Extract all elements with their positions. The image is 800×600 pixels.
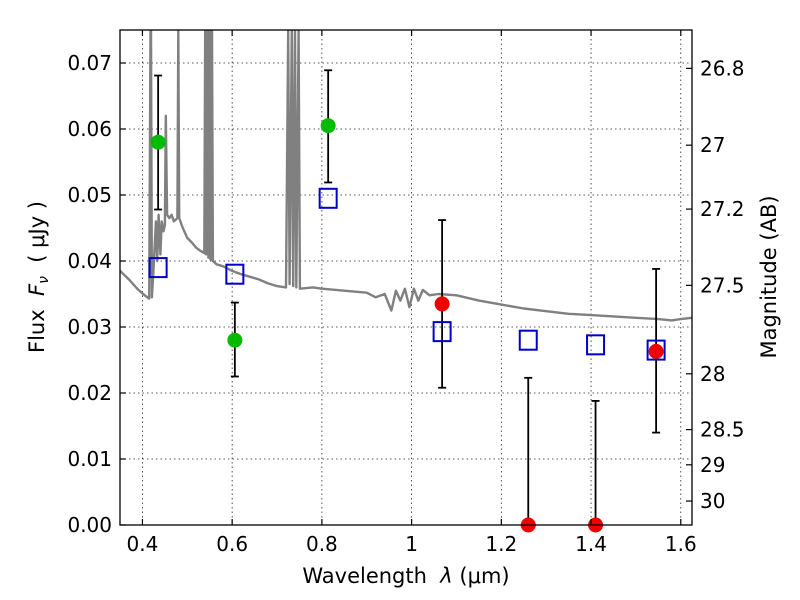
y-tick-label: 0.02 [67,381,112,405]
y-tick-label: 0.06 [67,117,112,141]
y-tick-label: 0.03 [67,315,112,339]
x-tick-label: 1 [405,532,418,556]
y2-tick-label: 28.5 [700,418,745,442]
x-axis-label: Wavelength λ (μm) [302,564,509,588]
plot-frame [119,29,693,526]
y2-axis-ticks: 26.8 27 27.2 27.5 28 28.5 29 30 [686,56,745,513]
model-flux-square [646,339,666,361]
y2-tick-label: 30 [700,489,725,513]
observed-flux-point [320,118,336,134]
y2-tick-label: 27.5 [700,273,745,297]
observed-flux-point [150,134,166,150]
y-tick-label: 0.07 [67,51,112,75]
model-flux-square [586,334,606,356]
x-tick-label: 0.6 [216,532,248,556]
y2-tick-label: 27.2 [700,197,745,221]
y-tick-label: 0.00 [67,513,112,537]
x-tick-label: 1.2 [485,532,517,556]
y-tick-label: 0.01 [67,447,112,471]
sed-model-curve-group [120,30,692,322]
observed-flux-point [227,332,243,348]
model-flux-square [148,257,168,279]
model-flux-markers-group [148,187,666,361]
y2-tick-label: 28 [700,362,725,386]
x-tick-label: 1.6 [665,532,697,556]
model-flux-square [518,329,538,351]
y-tick-label: 0.04 [67,249,112,273]
observed-flux-markers-group [150,118,664,533]
observed-flux-point [648,343,664,359]
y-tick-label: 0.05 [67,183,112,207]
sed-model-curve [120,30,692,322]
y-axis-label: Flux Fν ( μJy ) [25,201,52,353]
y2-tick-label: 26.8 [700,56,745,80]
observed-flux-point [434,296,450,312]
y2-axis-label: Magnitude (AB) [757,195,781,358]
model-flux-square [318,187,338,209]
x-tick-label: 0.8 [306,532,338,556]
model-flux-square [225,263,245,285]
grid-lines [120,30,692,526]
model-flux-square [432,321,452,343]
x-tick-label: 1.4 [575,532,607,556]
y-axis-ticks: 0.00 0.01 0.02 0.03 0.04 0.05 0.06 0.07 [67,51,126,537]
x-tick-label: 0.4 [127,532,159,556]
y2-tick-label: 29 [700,453,725,477]
x-axis-ticks: 0.4 0.6 0.8 1 1.2 1.4 1.6 [127,30,697,556]
y2-tick-label: 27 [700,133,725,157]
